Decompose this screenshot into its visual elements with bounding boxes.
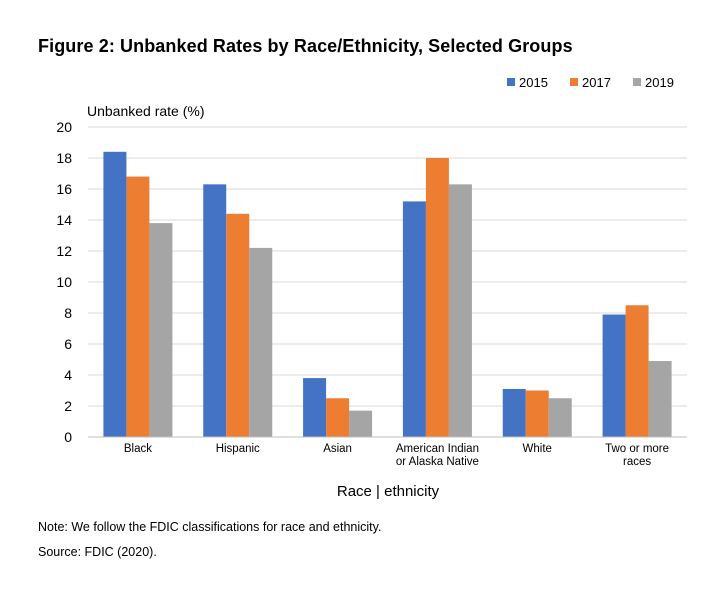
x-tick-label: Black (124, 443, 152, 455)
y-tick-label: 8 (64, 305, 72, 321)
x-tick-label: or Alaska Native (396, 456, 479, 468)
bar-2017-5 (625, 305, 649, 437)
x-tick-label: races (623, 456, 651, 468)
source-note: Source: FDIC (2020). (38, 545, 157, 559)
bar-2015-2 (303, 378, 327, 437)
y-tick-label: 14 (56, 212, 72, 228)
x-tick-label: Two or more (605, 443, 669, 455)
bar-2019-0 (149, 223, 173, 437)
legend-label-2017: 2017 (582, 75, 611, 90)
bar-2019-3 (448, 184, 472, 437)
x-tick-label: Hispanic (216, 443, 260, 455)
legend-swatch-2017 (570, 78, 578, 86)
legend-swatch-2015 (507, 78, 515, 86)
y-tick-label: 6 (64, 336, 72, 352)
bar-2017-3 (425, 158, 449, 437)
bar-2015-5 (602, 314, 626, 437)
bar-2019-2 (349, 410, 373, 437)
bar-2015-1 (203, 184, 227, 437)
y-tick-label: 2 (64, 398, 72, 414)
x-tick-label: Asian (323, 443, 352, 455)
bar-2017-0 (126, 176, 150, 437)
y-tick-label: 10 (56, 274, 72, 290)
legend-label-2019: 2019 (645, 75, 674, 90)
x-tick-label: American Indian (396, 443, 479, 455)
bar-2019-4 (548, 398, 572, 437)
y-tick-label: 12 (56, 243, 72, 259)
y-tick-label: 18 (56, 150, 72, 166)
bar-2017-2 (326, 398, 350, 437)
x-tick-label: White (523, 443, 552, 455)
y-tick-label: 4 (64, 367, 72, 383)
footnote: Note: We follow the FDIC classifications… (38, 520, 382, 534)
y-axis-label: Unbanked rate (%) (87, 103, 205, 119)
bar-2015-3 (402, 201, 426, 437)
bar-2015-4 (502, 388, 526, 437)
y-tick-label: 16 (56, 181, 72, 197)
legend-label-2015: 2015 (519, 75, 548, 90)
x-axis-label: Race | ethnicity (337, 483, 440, 500)
bar-2017-1 (226, 213, 250, 437)
bar-2015-0 (103, 151, 127, 438)
bar-2017-4 (525, 390, 549, 437)
legend-swatch-2019 (633, 78, 641, 86)
y-tick-label: 0 (64, 429, 72, 445)
y-tick-label: 20 (56, 119, 72, 135)
bar-2019-5 (648, 361, 672, 437)
chart-title: Figure 2: Unbanked Rates by Race/Ethnici… (38, 36, 573, 56)
bar-2019-1 (249, 247, 273, 437)
